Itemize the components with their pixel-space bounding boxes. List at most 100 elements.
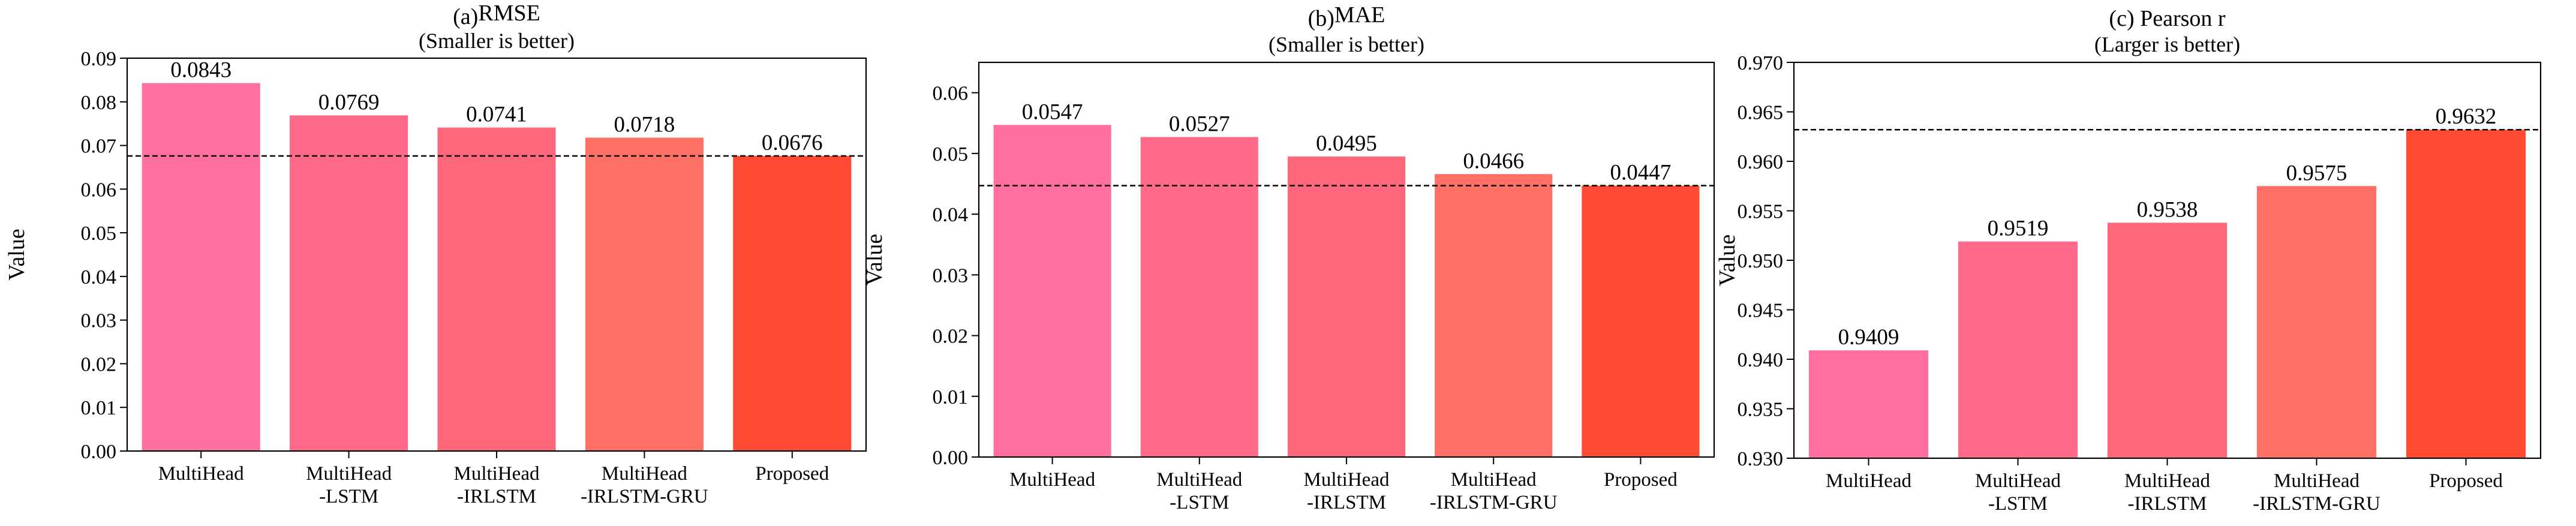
y-tick-label: 0.00 <box>933 447 969 469</box>
x-tick-label: MultiHead -LSTM <box>1975 470 2061 515</box>
chart-title: (c) Pearson r <box>2109 6 2225 31</box>
bar-4 <box>2256 186 2377 458</box>
value-label-5: 0.0676 <box>762 131 823 155</box>
x-tick-label: MultiHead -IRLSTM-GRU <box>581 463 708 507</box>
x-tick-label-line: MultiHead <box>1826 470 1911 492</box>
value-label-4: 0.0718 <box>614 112 675 137</box>
value-label-4: 0.0466 <box>1463 149 1524 173</box>
y-axis-label: Value <box>862 234 887 286</box>
chart-title: (a)RMSE <box>453 1 540 29</box>
x-tick-label: Proposed <box>755 463 829 485</box>
x-tick-label-line: MultiHead <box>454 463 540 485</box>
x-tick-label-line: MultiHead <box>1156 469 1242 491</box>
value-label-2: 0.9519 <box>1988 217 2049 241</box>
y-tick-label: 0.05 <box>933 143 969 166</box>
x-tick-label-line: MultiHead <box>158 463 244 485</box>
panel-letter: (b) <box>1308 6 1334 31</box>
bar-3 <box>437 127 556 451</box>
x-tick-label: MultiHead -IRLSTM-GRU <box>2253 470 2380 515</box>
chart-title-metric: MAE <box>1334 2 1385 28</box>
y-tick-label: 0.935 <box>1738 399 1784 421</box>
y-tick-label: 0.955 <box>1738 201 1784 223</box>
value-label-2: 0.0527 <box>1169 112 1230 137</box>
bar-4 <box>1435 174 1553 457</box>
x-tick-label-line: Proposed <box>755 463 829 485</box>
y-tick-label: 0.970 <box>1738 52 1784 74</box>
x-tick-label: MultiHead -IRLSTM <box>454 463 540 507</box>
chart-subtitle: (Larger is better) <box>2094 32 2240 56</box>
x-tick-label: MultiHead -LSTM <box>306 463 392 507</box>
chart-subtitle: (Smaller is better) <box>419 29 575 53</box>
bar-5 <box>2406 130 2526 458</box>
x-tick-label: MultiHead -IRLSTM <box>1304 469 1390 513</box>
y-tick-label: 0.06 <box>81 179 117 201</box>
y-tick-label: 0.04 <box>81 266 117 288</box>
y-tick-label: 0.02 <box>933 326 969 348</box>
y-axis-label: Value <box>4 229 29 281</box>
x-tick-label: MultiHead <box>1009 469 1095 491</box>
y-tick-label: 0.01 <box>81 397 117 419</box>
y-tick-label: 0.06 <box>933 83 969 105</box>
x-tick-label-line: MultiHead <box>2274 470 2359 492</box>
bar-1 <box>993 125 1111 457</box>
x-tick-label-line: MultiHead <box>1304 469 1390 491</box>
x-tick-label-line: -IRLSTM-GRU <box>2253 493 2380 515</box>
value-label-5: 0.0447 <box>1610 160 1672 185</box>
y-tick-label: 0.940 <box>1738 349 1784 371</box>
y-tick-label: 0.03 <box>81 310 117 332</box>
x-tick-label: MultiHead <box>1826 470 1911 492</box>
x-tick-label-line: -IRLSTM <box>1307 492 1386 513</box>
x-tick-label-line: -LSTM <box>1170 492 1229 513</box>
chart-title: (b)MAE <box>1308 2 1385 31</box>
y-tick-label: 0.01 <box>933 386 969 408</box>
x-tick-label-line: MultiHead <box>2124 470 2210 492</box>
value-label-4: 0.9575 <box>2286 161 2347 185</box>
x-tick-label-line: MultiHead <box>1451 469 1537 491</box>
bar-3 <box>1287 156 1406 457</box>
value-label-1: 0.9409 <box>1838 325 1899 350</box>
value-label-1: 0.0547 <box>1022 100 1083 124</box>
value-label-1: 0.0843 <box>170 58 232 82</box>
y-tick-label: 0.03 <box>933 264 969 287</box>
value-label-3: 0.9538 <box>2137 197 2198 222</box>
bar-2 <box>1140 137 1258 457</box>
value-label-3: 0.0495 <box>1316 131 1377 156</box>
y-tick-label: 0.00 <box>81 441 117 463</box>
y-tick-label: 0.945 <box>1738 300 1784 322</box>
x-tick-label-line: MultiHead <box>306 463 392 485</box>
bar-5 <box>733 156 852 451</box>
y-tick-label: 0.04 <box>933 204 969 226</box>
panel-letter: (c) <box>2109 6 2134 31</box>
x-tick-label: MultiHead <box>158 463 244 485</box>
y-tick-label: 0.930 <box>1738 448 1784 470</box>
x-tick-label: MultiHead -LSTM <box>1156 469 1242 513</box>
chart-title-metric: RMSE <box>478 1 540 26</box>
x-tick-label: MultiHead -IRLSTM-GRU <box>1430 469 1558 513</box>
chart-title-metric: Pearson r <box>2135 6 2226 31</box>
bar-2 <box>1958 241 2078 458</box>
x-tick-label-line: -IRLSTM <box>457 486 536 507</box>
chart-subtitle: (Smaller is better) <box>1269 32 1424 56</box>
value-label-2: 0.0769 <box>318 90 380 115</box>
x-tick-label-line: -IRLSTM <box>2128 493 2207 515</box>
x-tick-label-line: -IRLSTM-GRU <box>1430 492 1558 513</box>
x-tick-label-line: Proposed <box>1604 469 1678 491</box>
y-tick-label: 0.950 <box>1738 250 1784 272</box>
x-tick-label-line: Proposed <box>2429 470 2503 492</box>
y-tick-label: 0.09 <box>81 48 117 70</box>
y-tick-label: 0.02 <box>81 353 117 375</box>
bar-5 <box>1582 185 1700 457</box>
y-tick-label: 0.08 <box>81 92 117 114</box>
x-tick-label: MultiHead -IRLSTM <box>2124 470 2210 515</box>
x-tick-label: Proposed <box>1604 469 1678 491</box>
bar-3 <box>2107 223 2228 458</box>
bar-1 <box>1808 350 1929 458</box>
y-tick-label: 0.960 <box>1738 151 1784 173</box>
x-tick-label: Proposed <box>2429 470 2503 492</box>
y-axis-label: Value <box>1715 235 1740 287</box>
bar-4 <box>585 137 704 451</box>
x-tick-label-line: -IRLSTM-GRU <box>581 486 708 507</box>
x-tick-label-line: MultiHead <box>1975 470 2061 492</box>
y-tick-label: 0.965 <box>1738 102 1784 124</box>
